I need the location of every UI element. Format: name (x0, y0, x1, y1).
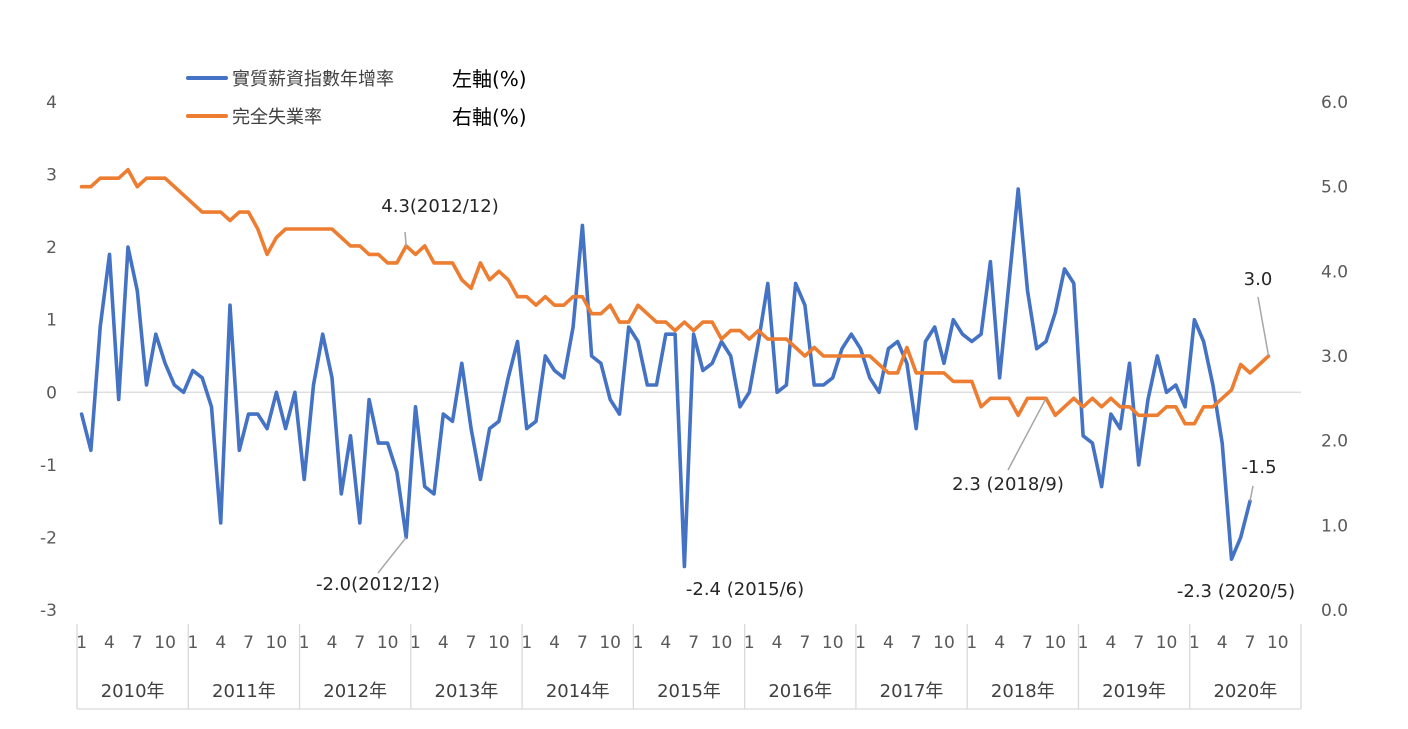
month-tick-label: 10 (1267, 633, 1289, 653)
year-label: 2012年 (323, 681, 387, 702)
left-tick-label: 2 (46, 238, 57, 258)
legend-entry-label: 完全失業率 (232, 107, 322, 128)
month-tick-label: 1 (744, 633, 755, 653)
data-annotation: -2.3 (2020/5) (1177, 581, 1295, 602)
data-annotation: 3.0 (1244, 269, 1273, 290)
month-tick-label: 7 (1022, 633, 1033, 653)
month-tick-label: 1 (521, 633, 532, 653)
month-tick-label: 4 (1217, 633, 1228, 653)
legend: 實質薪資指數年增率 左軸(%) 完全失業率 右軸(%) (186, 67, 527, 129)
month-tick-label: 4 (772, 633, 783, 653)
year-label: 2016年 (768, 681, 832, 702)
month-tick-label: 1 (1078, 633, 1089, 653)
month-tick-label: 1 (966, 633, 977, 653)
annotation-layer: 4.3(2012/12) -2.0(2012/12) -2.4 (2015/6) 2.… (316, 196, 1295, 602)
year-label: 2014年 (546, 681, 610, 702)
month-tick-label: 1 (187, 633, 198, 653)
month-tick-label: 7 (688, 633, 699, 653)
annotation-leader-line (1007, 397, 1047, 471)
data-annotation: -2.4 (2015/6) (686, 579, 804, 600)
right-tick-label: 5.0 (1321, 178, 1348, 198)
month-tick-label: 10 (1156, 633, 1178, 653)
right-tick-label: 0.0 (1321, 601, 1348, 621)
month-tick-label: 10 (488, 633, 510, 653)
left-tick-label: 1 (46, 311, 57, 331)
month-tick-label: 4 (549, 633, 560, 653)
left-tick-label: 3 (46, 166, 57, 186)
data-annotation: 2.3 (2018/9) (952, 474, 1064, 495)
annotation-leader-line (1249, 485, 1254, 502)
year-label: 2011年 (212, 681, 276, 702)
month-tick-label: 7 (132, 633, 143, 653)
month-tick-label: 4 (660, 633, 671, 653)
series-line-unemployment (79, 167, 1271, 426)
series-layer (79, 167, 1271, 569)
month-tick-label: 7 (1133, 633, 1144, 653)
year-label: 2018年 (991, 681, 1055, 702)
right-tick-label: 3.0 (1321, 347, 1348, 367)
right-tick-label: 1.0 (1321, 516, 1348, 536)
left-tick-label: -1 (40, 456, 57, 476)
annotation-leader-line (1257, 296, 1270, 357)
year-label: 2010年 (101, 681, 165, 702)
month-tick-label: 7 (354, 633, 365, 653)
month-tick-label: 7 (466, 633, 477, 653)
month-tick-label: 1 (1189, 633, 1200, 653)
legend-axis-note: 左軸(%) (452, 67, 527, 91)
annotation-leader-line (377, 536, 407, 574)
month-tick-label: 7 (577, 633, 588, 653)
month-tick-label: 4 (215, 633, 226, 653)
month-tick-label: 1 (299, 633, 310, 653)
month-tick-label: 10 (822, 633, 844, 653)
left-tick-label: -3 (40, 601, 57, 621)
month-tick-label: 4 (438, 633, 449, 653)
year-label: 2019年 (1102, 681, 1166, 702)
year-label: 2013年 (435, 681, 499, 702)
month-tick-label: 10 (154, 633, 176, 653)
month-tick-label: 10 (377, 633, 399, 653)
right-tick-label: 6.0 (1321, 93, 1348, 113)
month-tick-label: 10 (266, 633, 288, 653)
data-annotation: -2.0(2012/12) (316, 574, 440, 595)
left-tick-label: 4 (46, 93, 57, 113)
month-tick-label: 10 (599, 633, 621, 653)
month-tick-label: 4 (104, 633, 115, 653)
month-tick-label: 7 (243, 633, 254, 653)
right-tick-label: 4.0 (1321, 262, 1348, 282)
year-label: 2015年 (657, 681, 721, 702)
month-tick-label: 1 (855, 633, 866, 653)
right-tick-label: 2.0 (1321, 432, 1348, 452)
month-tick-label: 4 (994, 633, 1005, 653)
month-tick-label: 10 (1044, 633, 1066, 653)
month-tick-label: 1 (633, 633, 644, 653)
left-tick-label: -2 (40, 528, 57, 548)
month-tick-label: 1 (76, 633, 87, 653)
legend-axis-note: 右軸(%) (452, 105, 527, 129)
month-tick-label: 7 (799, 633, 810, 653)
annotation-leader-line (404, 231, 407, 246)
year-label: 2020年 (1213, 681, 1277, 702)
series-line-real-wage (79, 187, 1252, 569)
month-tick-label: 4 (1105, 633, 1116, 653)
year-label: 2017年 (880, 681, 944, 702)
left-tick-label: 0 (46, 383, 57, 403)
month-tick-label: 4 (327, 633, 338, 653)
month-tick-label: 1 (410, 633, 421, 653)
legend-entry-label: 實質薪資指數年增率 (232, 69, 394, 90)
data-annotation: 4.3(2012/12) (381, 196, 498, 217)
month-tick-label: 4 (883, 633, 894, 653)
month-tick-label: 7 (911, 633, 922, 653)
data-annotation: -1.5 (1241, 457, 1276, 478)
month-tick-label: 7 (1245, 633, 1256, 653)
month-tick-label: 10 (711, 633, 733, 653)
month-tick-label: 10 (933, 633, 955, 653)
